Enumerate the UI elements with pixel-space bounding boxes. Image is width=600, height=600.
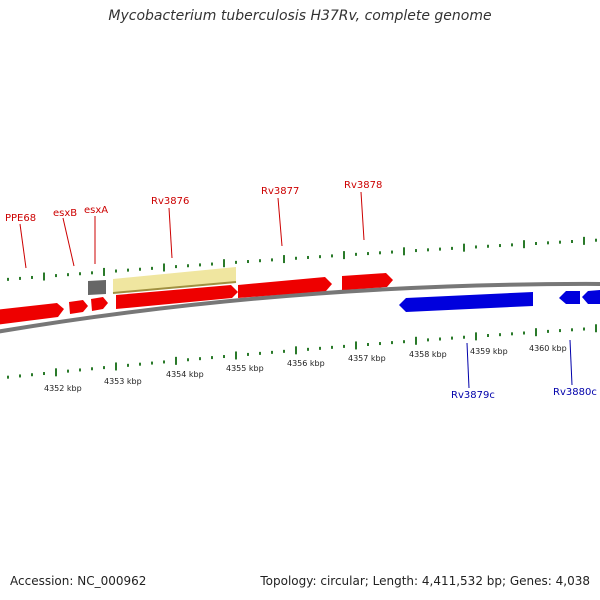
leader-rv3880c: [569, 339, 573, 386]
kbp-label: 4359 kbp: [470, 347, 508, 356]
gene-ppe68[interactable]: [0, 303, 64, 325]
accession-label: Accession: NC_000962: [10, 574, 147, 588]
kbp-label: 4353 kbp: [104, 377, 142, 386]
label-rv3878[interactable]: Rv3878: [344, 180, 382, 191]
label-rv3877[interactable]: Rv3877: [261, 186, 299, 197]
label-rv3880c[interactable]: Rv3880c: [553, 387, 597, 398]
kbp-label: 4360 kbp: [529, 344, 567, 353]
gene-rv3878[interactable]: [342, 273, 393, 290]
leader-rv3877: [277, 197, 283, 247]
label-rv3879c[interactable]: Rv3879c: [451, 390, 495, 401]
label-ppe68[interactable]: PPE68: [5, 213, 36, 224]
label-esxa[interactable]: esxA: [84, 205, 108, 216]
gene-rv3881c[interactable]: [582, 290, 600, 304]
highlight-feature-edge: [112, 281, 237, 294]
gene-rv3876[interactable]: [116, 285, 238, 309]
kbp-label: 4354 kbp: [166, 370, 204, 379]
topology-summary: Topology: circular; Length: 4,411,532 bp…: [260, 574, 590, 588]
gene-rv3880c[interactable]: [559, 291, 580, 304]
kbp-label: 4358 kbp: [409, 350, 447, 359]
leader-rv3878: [360, 191, 365, 241]
leader-ppe68: [19, 223, 27, 269]
kbp-label: 4357 kbp: [348, 354, 386, 363]
gray-feature: [88, 280, 106, 295]
label-esxb[interactable]: esxB: [53, 208, 77, 219]
gene-esxb[interactable]: [69, 300, 88, 314]
leader-esxb: [62, 217, 75, 267]
kbp-label: 4356 kbp: [287, 359, 325, 368]
upper-tick-row: [7, 236, 597, 281]
map-title: Mycobacterium tuberculosis H37Rv, comple…: [108, 8, 492, 24]
kbp-label: 4355 kbp: [226, 364, 264, 373]
leader-rv3879c: [466, 342, 470, 389]
gene-rv3879c[interactable]: [399, 292, 533, 312]
highlight-feature: [113, 267, 236, 293]
gene-rv3877[interactable]: [238, 277, 332, 298]
kbp-label: 4352 kbp: [44, 384, 82, 393]
label-rv3876[interactable]: Rv3876: [151, 196, 189, 207]
leader-rv3876: [168, 207, 173, 259]
gene-esxa[interactable]: [91, 297, 108, 311]
lower-tick-row: [7, 324, 597, 379]
genome-backbone: [0, 281, 600, 334]
